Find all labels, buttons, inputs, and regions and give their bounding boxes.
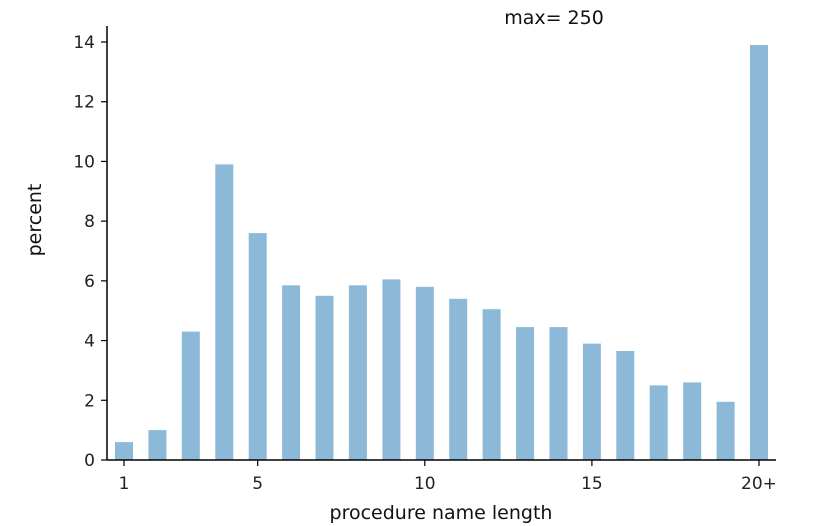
bar-15 xyxy=(582,343,601,460)
bar-14 xyxy=(549,327,568,460)
bar-3 xyxy=(181,331,200,460)
x-tick-label-20+: 20+ xyxy=(741,474,777,494)
y-tick-label-6: 6 xyxy=(84,272,95,292)
x-tick-label-5: 5 xyxy=(252,474,263,494)
bar-6 xyxy=(282,285,301,460)
x-tick-label-1: 1 xyxy=(119,474,130,494)
x-tick-label-10: 10 xyxy=(414,474,436,494)
bar-10 xyxy=(415,286,434,460)
x-tick-label-15: 15 xyxy=(581,474,603,494)
bar-19 xyxy=(716,401,735,460)
bar-18 xyxy=(683,382,702,460)
y-tick-label-10: 10 xyxy=(73,152,95,172)
bar-8 xyxy=(348,285,367,460)
x-axis-title: procedure name length xyxy=(330,502,553,524)
bar-4 xyxy=(215,164,234,460)
bar-5 xyxy=(248,233,267,460)
y-axis-title: percent xyxy=(24,184,46,257)
bar-17 xyxy=(649,385,668,460)
bar-7 xyxy=(315,295,334,460)
bar-13 xyxy=(516,327,535,460)
y-tick-label-0: 0 xyxy=(84,451,95,471)
y-tick-label-14: 14 xyxy=(73,33,95,53)
max-annotation: max= 250 xyxy=(504,7,604,29)
bar-11 xyxy=(449,298,468,460)
bar-20+ xyxy=(750,45,768,460)
y-tick-label-2: 2 xyxy=(84,391,95,411)
y-tick-label-8: 8 xyxy=(84,212,95,232)
bar-2 xyxy=(148,430,167,460)
bar-16 xyxy=(616,351,635,460)
bars-group xyxy=(115,45,768,460)
y-tick-label-4: 4 xyxy=(84,332,95,352)
x-axis-ticks: 1 5 10 15 20+ xyxy=(119,460,777,494)
bar-12 xyxy=(482,309,501,460)
bar-1 xyxy=(115,442,133,460)
bar-9 xyxy=(382,279,401,460)
y-tick-label-12: 12 xyxy=(73,93,95,113)
y-axis-ticks: 0 2 4 6 8 10 12 14 xyxy=(73,33,107,471)
